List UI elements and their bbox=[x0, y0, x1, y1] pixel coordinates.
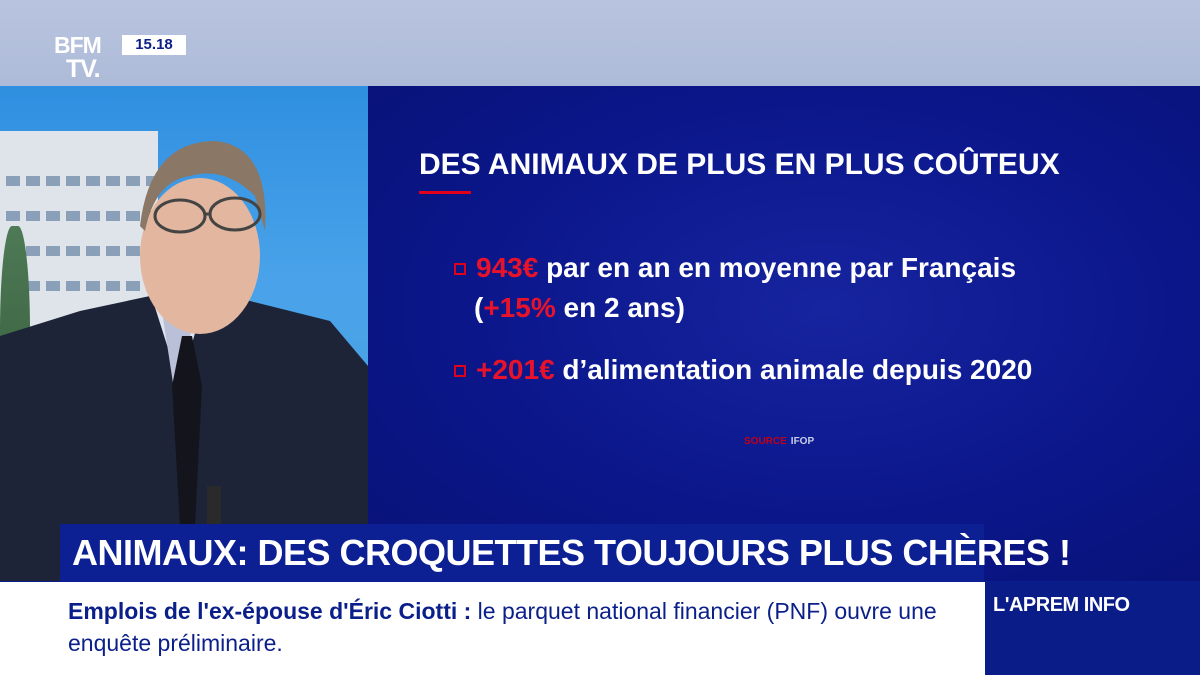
logo-line-2: TV. bbox=[66, 55, 101, 83]
studio-video bbox=[0, 86, 368, 581]
program-label: L'APREM INFO bbox=[993, 594, 1130, 616]
bullet-square-icon bbox=[454, 365, 466, 377]
bullet-square-icon bbox=[454, 263, 466, 275]
clock: 15.18 bbox=[122, 35, 186, 55]
bullet-1-line2-highlight: +15% bbox=[483, 292, 556, 323]
bullet-2-text: d’alimentation animale depuis 2020 bbox=[554, 354, 1033, 385]
bfmtv-logo: BFM TV. bbox=[54, 32, 102, 83]
ticker-text: Emplois de l'ex-épouse d'Éric Ciotti : l… bbox=[68, 595, 973, 659]
ticker-rest: le parquet national financier (PNF) ouvr… bbox=[68, 598, 937, 656]
bullet-2: +201€ d’alimentation animale depuis 2020 bbox=[454, 350, 1032, 390]
ticker-bold: Emplois de l'ex-épouse d'Éric Ciotti : bbox=[68, 598, 472, 624]
presenter bbox=[0, 141, 368, 581]
panel-title: DES ANIMAUX DE PLUS EN PLUS COÛTEUX bbox=[419, 148, 1060, 181]
bullet-2-highlight: +201€ bbox=[476, 354, 555, 385]
bullet-1-line-2: (+15% en 2 ans) bbox=[474, 292, 685, 323]
program-box bbox=[985, 582, 1200, 675]
logo-line-1: BFM bbox=[54, 32, 102, 58]
bullet-1-highlight: 943€ bbox=[476, 252, 539, 283]
headline-banner: ANIMAUX: DES CROQUETTES TOUJOURS PLUS CH… bbox=[60, 524, 1071, 582]
source-note: SOURCE IFOP bbox=[744, 436, 815, 447]
info-panel: DES ANIMAUX DE PLUS EN PLUS COÛTEUX 943€… bbox=[368, 86, 1200, 581]
bullet-1-line2-text: en 2 ans) bbox=[555, 292, 685, 323]
bullet-1: 943€ par en an en moyenne par Français bbox=[454, 248, 1016, 288]
top-band bbox=[0, 0, 1200, 86]
bullet-1-text: par en an en moyenne par Français bbox=[538, 252, 1017, 283]
title-underline bbox=[419, 191, 471, 194]
